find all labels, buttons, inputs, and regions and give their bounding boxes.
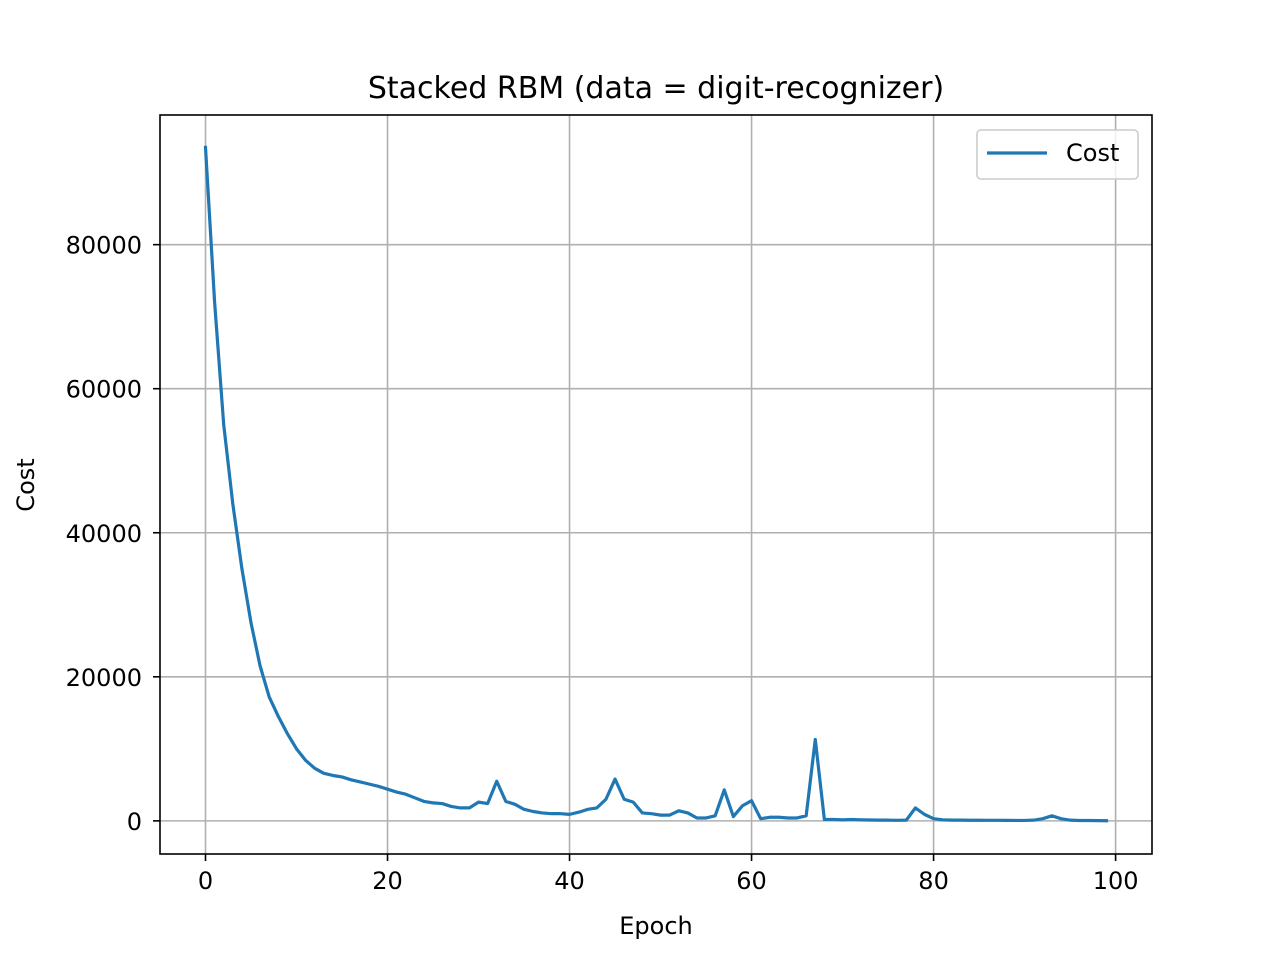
y-tick-label: 20000 [66, 664, 142, 692]
chart-title: Stacked RBM (data = digit-recognizer) [368, 71, 944, 106]
series-line-cost [203, 145, 1109, 823]
grid [160, 115, 1152, 854]
plot-frame [159, 114, 1153, 855]
y-tick-label: 40000 [66, 520, 142, 548]
x-tick-label: 40 [554, 867, 585, 895]
ticks: 0 20 40 60 80 100 0 20000 40000 60000 80000 [66, 232, 1139, 895]
x-tick-label: 100 [1093, 867, 1139, 895]
x-tick-label: 20 [372, 867, 403, 895]
x-axis-label: Epoch [619, 912, 693, 940]
x-tick-label: 80 [918, 867, 949, 895]
series-layer [203, 145, 1109, 823]
legend-label-cost: Cost [1066, 139, 1119, 167]
y-tick-label: 0 [127, 808, 142, 836]
y-tick-label: 60000 [66, 376, 142, 404]
legend-box [976, 129, 1139, 180]
y-axis-label: Cost [12, 458, 40, 511]
x-tick-label: 60 [736, 867, 767, 895]
y-tick-label: 80000 [66, 232, 142, 260]
x-tick-label: 0 [198, 867, 213, 895]
legend: Cost [976, 129, 1139, 180]
